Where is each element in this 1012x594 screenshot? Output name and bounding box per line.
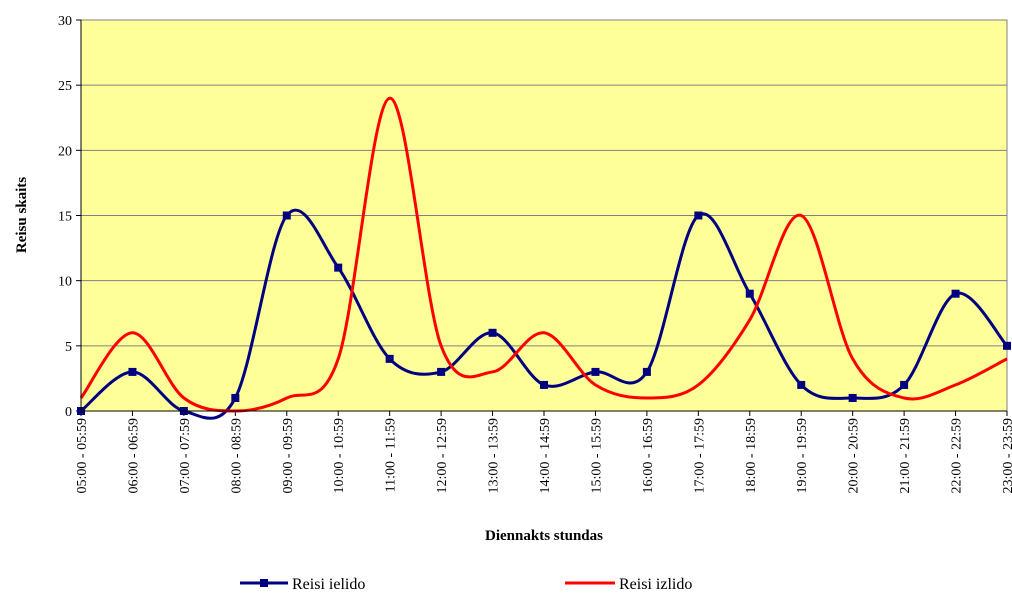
data-point-reisi-ielido — [900, 380, 909, 389]
data-point-reisi-ielido — [1003, 341, 1011, 350]
y-tick-label: 5 — [65, 340, 72, 355]
legend-label-reisi-izlido: Reisi izlido — [619, 576, 692, 593]
data-point-reisi-ielido — [642, 367, 651, 376]
data-point-reisi-ielido — [231, 393, 240, 402]
x-tick-label: 19:00 - 19:59 — [795, 418, 810, 493]
x-axis-ticks: 05:00 - 05:59 06:00 - 06:59 07:00 - 07:59 0… — [75, 411, 1012, 493]
x-axis-title: Diennakts stundas — [485, 528, 603, 544]
legend-label-reisi-ielido: Reisi ielido — [292, 576, 365, 593]
series-line-reisi-izlido — [79, 96, 1008, 413]
x-tick-label: 05:00 - 05:59 — [75, 418, 90, 493]
y-tick-label: 20 — [58, 144, 72, 159]
data-point-reisi-ielido — [745, 289, 754, 298]
y-tick-label: 0 — [65, 405, 72, 420]
data-point-reisi-ielido — [334, 263, 343, 272]
legend-item-reisi-izlido: Reisi izlido — [565, 576, 692, 593]
y-tick-label: 10 — [58, 275, 72, 290]
y-axis-ticks: 0 5 10 15 20 25 30 — [58, 14, 81, 420]
data-point-reisi-ielido — [437, 367, 446, 376]
data-point-reisi-ielido — [282, 211, 291, 220]
gridlines — [81, 84, 1007, 347]
y-tick-label: 25 — [58, 79, 72, 94]
x-tick-label: 07:00 - 07:59 — [178, 418, 193, 493]
y-axis-title: Reisu skaits — [14, 177, 30, 253]
legend-item-reisi-ielido: Reisi ielido — [240, 576, 365, 593]
y-tick-label: 15 — [58, 210, 72, 225]
x-tick-label: 18:00 - 18:59 — [744, 418, 759, 493]
data-point-reisi-ielido — [951, 289, 960, 298]
x-tick-label: 13:00 - 13:59 — [487, 418, 502, 493]
data-point-reisi-ielido — [385, 354, 394, 363]
x-tick-label: 14:00 - 14:59 — [538, 418, 553, 493]
x-tick-label: 17:00 - 17:59 — [692, 418, 707, 493]
data-point-reisi-ielido — [540, 380, 548, 389]
data-point-reisi-ielido — [488, 328, 497, 337]
x-tick-label: 12:00 - 12:59 — [435, 418, 450, 493]
x-tick-label: 08:00 - 08:59 — [229, 418, 244, 493]
x-tick-label: 06:00 - 06:59 — [126, 418, 141, 493]
data-point-reisi-ielido — [848, 393, 857, 402]
data-point-reisi-ielido — [694, 211, 703, 220]
data-point-reisi-ielido — [797, 380, 806, 389]
legend-marker-reisi-ielido — [260, 579, 268, 587]
data-point-reisi-ielido — [128, 367, 137, 376]
x-tick-label: 11:00 - 11:59 — [384, 418, 399, 492]
y-tick-label: 30 — [58, 14, 72, 29]
x-tick-label: 21:00 - 21:59 — [898, 418, 913, 493]
x-tick-label: 16:00 - 16:59 — [641, 418, 656, 493]
series-layer — [77, 96, 1011, 420]
x-tick-label: 20:00 - 20:59 — [847, 418, 862, 493]
x-tick-label: 23:00 - 23:59 — [1001, 418, 1012, 493]
x-tick-label: 22:00 - 22:59 — [950, 418, 965, 493]
x-tick-label: 09:00 - 09:59 — [281, 418, 296, 493]
legend: Reisi ielido Reisi izlido — [240, 576, 692, 593]
x-tick-label: 10:00 - 10:59 — [332, 418, 347, 493]
data-point-reisi-ielido — [591, 367, 600, 376]
x-tick-label: 15:00 - 15:59 — [589, 418, 604, 493]
